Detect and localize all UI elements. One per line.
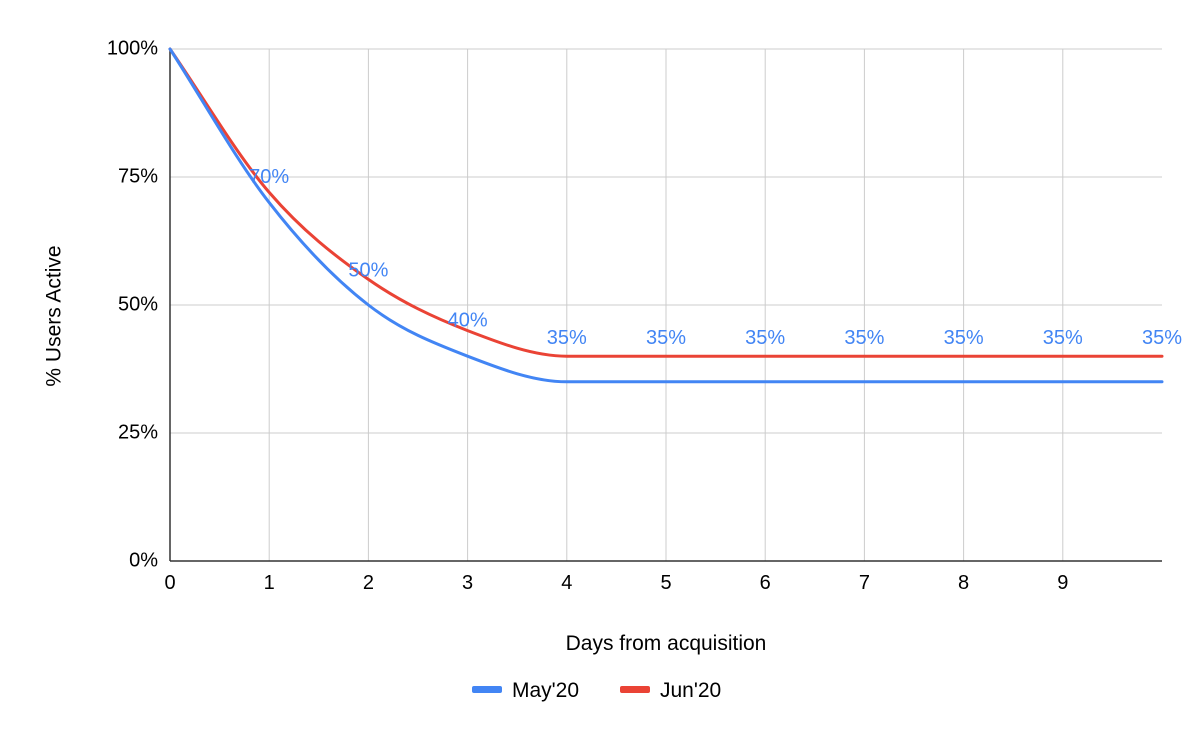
legend-item-jun20[interactable]: Jun'20	[620, 679, 721, 702]
series-line-may20[interactable]	[168, 47, 1164, 384]
tick-labels: 0% 25% 50% 75% 100% 0 1 2 3 4 5 6 7 8 9	[107, 37, 1069, 594]
axes	[169, 49, 1162, 562]
data-label: 40%	[448, 310, 488, 332]
data-label: 35%	[745, 327, 785, 349]
data-label: 35%	[1142, 327, 1182, 349]
x-axis-title: Days from acquisition	[566, 632, 767, 655]
y-axis-title: % Users Active	[43, 245, 66, 386]
x-tick-label: 1	[264, 572, 275, 594]
x-tick-label: 3	[462, 572, 473, 594]
legend-item-may20[interactable]: May'20	[472, 679, 579, 702]
legend-swatch-jun20	[620, 686, 650, 693]
x-tick-label: 4	[561, 572, 572, 594]
legend-swatch-may20	[472, 686, 502, 693]
data-label: 50%	[348, 259, 388, 281]
x-tick-label: 7	[859, 572, 870, 594]
x-tick-label: 6	[760, 572, 771, 594]
y-tick-label: 75%	[118, 165, 158, 187]
x-tick-label: 2	[363, 572, 374, 594]
gridlines	[170, 48, 1162, 561]
legend-label-may20: May'20	[512, 679, 579, 702]
data-label: 35%	[844, 327, 884, 349]
series-line-jun20[interactable]	[168, 47, 1164, 358]
data-labels: 70% 50% 40% 35% 35% 35% 35% 35% 35% 35%	[249, 166, 1182, 349]
series-lines	[168, 47, 1164, 384]
y-tick-label: 100%	[107, 37, 158, 59]
data-label: 35%	[547, 327, 587, 349]
x-tick-label: 0	[164, 572, 175, 594]
data-label: 35%	[1043, 327, 1083, 349]
data-label: 35%	[944, 327, 984, 349]
y-tick-label: 50%	[118, 293, 158, 315]
legend-label-jun20: Jun'20	[660, 679, 721, 702]
x-tick-label: 9	[1057, 572, 1068, 594]
data-label: 70%	[249, 166, 289, 188]
y-tick-label: 0%	[129, 549, 158, 571]
data-label: 35%	[646, 327, 686, 349]
y-tick-label: 25%	[118, 421, 158, 443]
x-tick-label: 5	[660, 572, 671, 594]
legend: May'20 Jun'20	[472, 679, 721, 702]
x-tick-label: 8	[958, 572, 969, 594]
